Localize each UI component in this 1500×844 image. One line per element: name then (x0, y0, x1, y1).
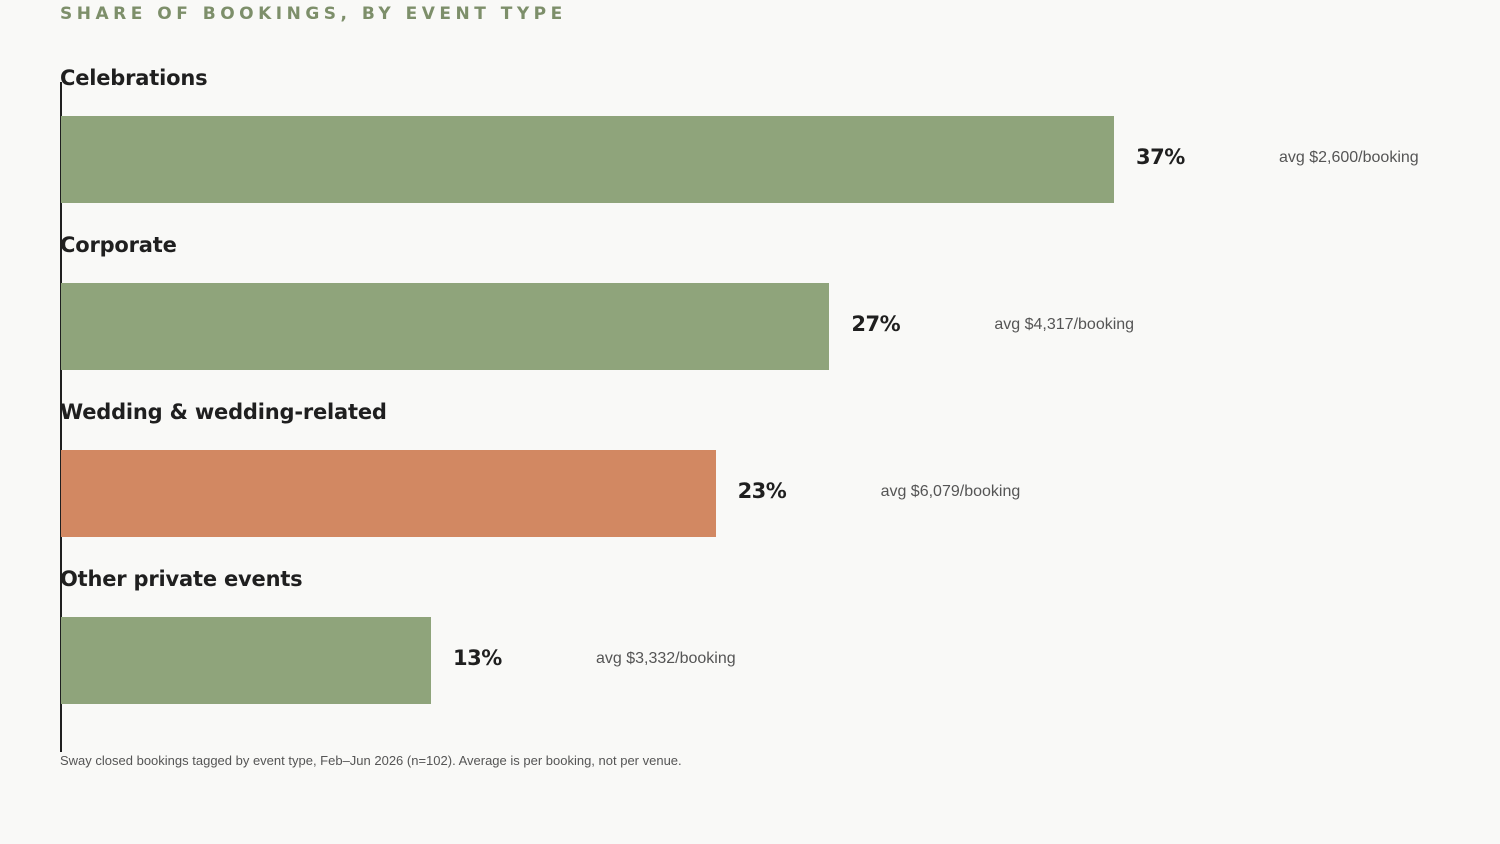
category-label-other-private: Other private events (60, 567, 303, 591)
value-label-wedding: 23% (737, 479, 787, 503)
bar-celebrations (61, 116, 1114, 203)
category-label-wedding: Wedding & wedding-related (60, 400, 387, 424)
axis-baseline (60, 82, 62, 752)
avg-annotation-corporate: avg $4,317/booking (994, 316, 1135, 333)
avg-annotation-other-private: avg $3,332/booking (595, 650, 736, 667)
value-label-other-private: 13% (452, 646, 502, 670)
footnote: Sway closed bookings tagged by event typ… (60, 753, 682, 768)
avg-annotation-celebrations: avg $2,600/booking (1279, 149, 1419, 166)
avg-annotation-wedding: avg $6,079/booking (880, 483, 1021, 500)
chart-title: SHARE OF BOOKINGS, BY EVENT TYPE (60, 4, 567, 24)
category-label-corporate: Corporate (60, 233, 177, 257)
bar-wedding (61, 450, 716, 537)
value-label-corporate: 27% (851, 312, 901, 336)
category-label-celebrations: Celebrations (60, 66, 208, 90)
value-label-celebrations: 37% (1136, 145, 1185, 169)
bar-other-private (61, 617, 431, 704)
bar-corporate (61, 283, 830, 370)
